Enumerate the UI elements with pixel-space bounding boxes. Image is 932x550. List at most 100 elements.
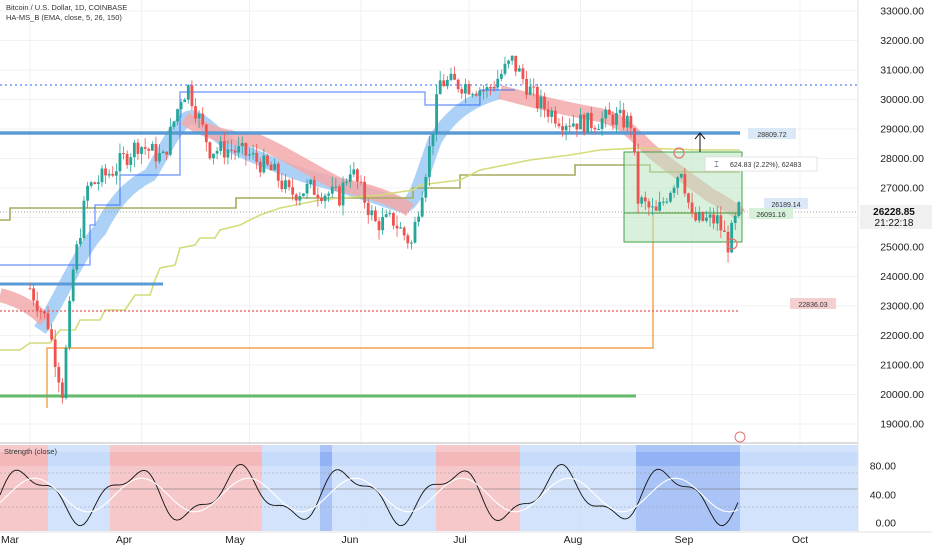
candle xyxy=(615,107,618,133)
candle xyxy=(356,168,359,189)
candle xyxy=(291,177,295,201)
candle xyxy=(258,157,262,178)
candle xyxy=(50,324,53,342)
candle xyxy=(625,112,629,132)
osc-tick: 80.00 xyxy=(870,461,896,473)
alert-icon xyxy=(734,431,746,443)
candle xyxy=(384,209,388,218)
candle xyxy=(78,228,82,247)
candle xyxy=(730,220,734,253)
candle xyxy=(697,206,701,223)
candle xyxy=(392,212,395,230)
markers xyxy=(673,132,746,443)
candle xyxy=(442,73,446,87)
candle xyxy=(96,175,100,191)
candle xyxy=(435,85,438,142)
candle xyxy=(89,180,93,189)
candle xyxy=(517,65,521,72)
candle xyxy=(438,70,442,95)
candle xyxy=(651,197,654,216)
candle xyxy=(276,161,280,188)
candle xyxy=(413,216,417,244)
label-26189: 26189.14 xyxy=(771,202,800,209)
candle xyxy=(341,176,345,216)
candle xyxy=(237,136,241,159)
candle xyxy=(701,211,705,223)
candle xyxy=(543,92,546,118)
price-tick: 19000.00 xyxy=(880,419,924,431)
candle xyxy=(75,240,79,274)
candle xyxy=(417,211,420,227)
price-tick: 29000.00 xyxy=(880,124,924,136)
candle xyxy=(489,84,492,96)
oscillator-signal-line xyxy=(0,477,739,513)
candle xyxy=(474,90,478,97)
blue-step xyxy=(0,89,515,266)
candle xyxy=(431,133,435,155)
candle xyxy=(183,97,187,103)
candle xyxy=(633,128,636,156)
candle xyxy=(679,173,683,180)
candle xyxy=(82,195,86,241)
candle xyxy=(719,206,723,238)
candle xyxy=(528,78,532,96)
candles xyxy=(28,55,741,404)
candle xyxy=(71,266,75,303)
candle xyxy=(240,136,244,155)
candle xyxy=(158,144,161,164)
candle xyxy=(266,153,269,167)
candle xyxy=(366,198,370,224)
candle xyxy=(226,140,230,165)
candle xyxy=(359,175,363,186)
candle xyxy=(658,191,662,212)
candle xyxy=(687,192,690,209)
candle xyxy=(532,78,536,97)
candle xyxy=(705,210,708,223)
price-tick: 28000.00 xyxy=(880,153,924,165)
candle xyxy=(485,83,489,99)
price-tick: 21000.00 xyxy=(880,360,924,372)
candle xyxy=(255,143,259,170)
candle xyxy=(564,123,568,141)
time-tick: Aug xyxy=(564,534,583,546)
candle xyxy=(312,175,316,196)
candle xyxy=(449,67,453,82)
candle xyxy=(589,106,593,135)
candle xyxy=(715,205,719,231)
candle xyxy=(669,191,672,204)
candle xyxy=(111,166,115,178)
candle xyxy=(201,107,205,128)
time-tick: Mar xyxy=(1,534,20,546)
time-tick: Oct xyxy=(792,534,808,546)
candle xyxy=(327,191,331,203)
candle xyxy=(550,107,554,124)
candle xyxy=(107,169,111,179)
candle xyxy=(597,123,600,130)
countdown: 21:22:18 xyxy=(875,218,914,229)
candle xyxy=(147,147,151,159)
step-lines xyxy=(0,89,740,408)
candle xyxy=(132,139,136,168)
candle xyxy=(320,192,323,204)
candle xyxy=(424,173,428,203)
candle xyxy=(571,114,575,128)
candle xyxy=(708,207,712,227)
time-axis[interactable]: Mar Apr May Jun Jul Aug Sep Oct xyxy=(1,534,808,546)
candle xyxy=(222,131,226,165)
candle xyxy=(176,108,179,126)
candle xyxy=(32,283,35,306)
time-tick: Jul xyxy=(453,534,466,546)
candle xyxy=(316,187,320,207)
candle xyxy=(57,362,61,393)
marker-circle-top xyxy=(673,147,685,159)
candle xyxy=(593,125,597,135)
candle xyxy=(64,344,68,400)
candle xyxy=(114,163,118,185)
label-26091: 26091.16 xyxy=(756,212,785,219)
candle xyxy=(726,225,730,263)
oscillator-axis[interactable]: 80.00 40.00 0.00 xyxy=(870,461,896,530)
candle xyxy=(118,143,122,181)
candle xyxy=(507,59,510,69)
candle xyxy=(190,80,194,111)
